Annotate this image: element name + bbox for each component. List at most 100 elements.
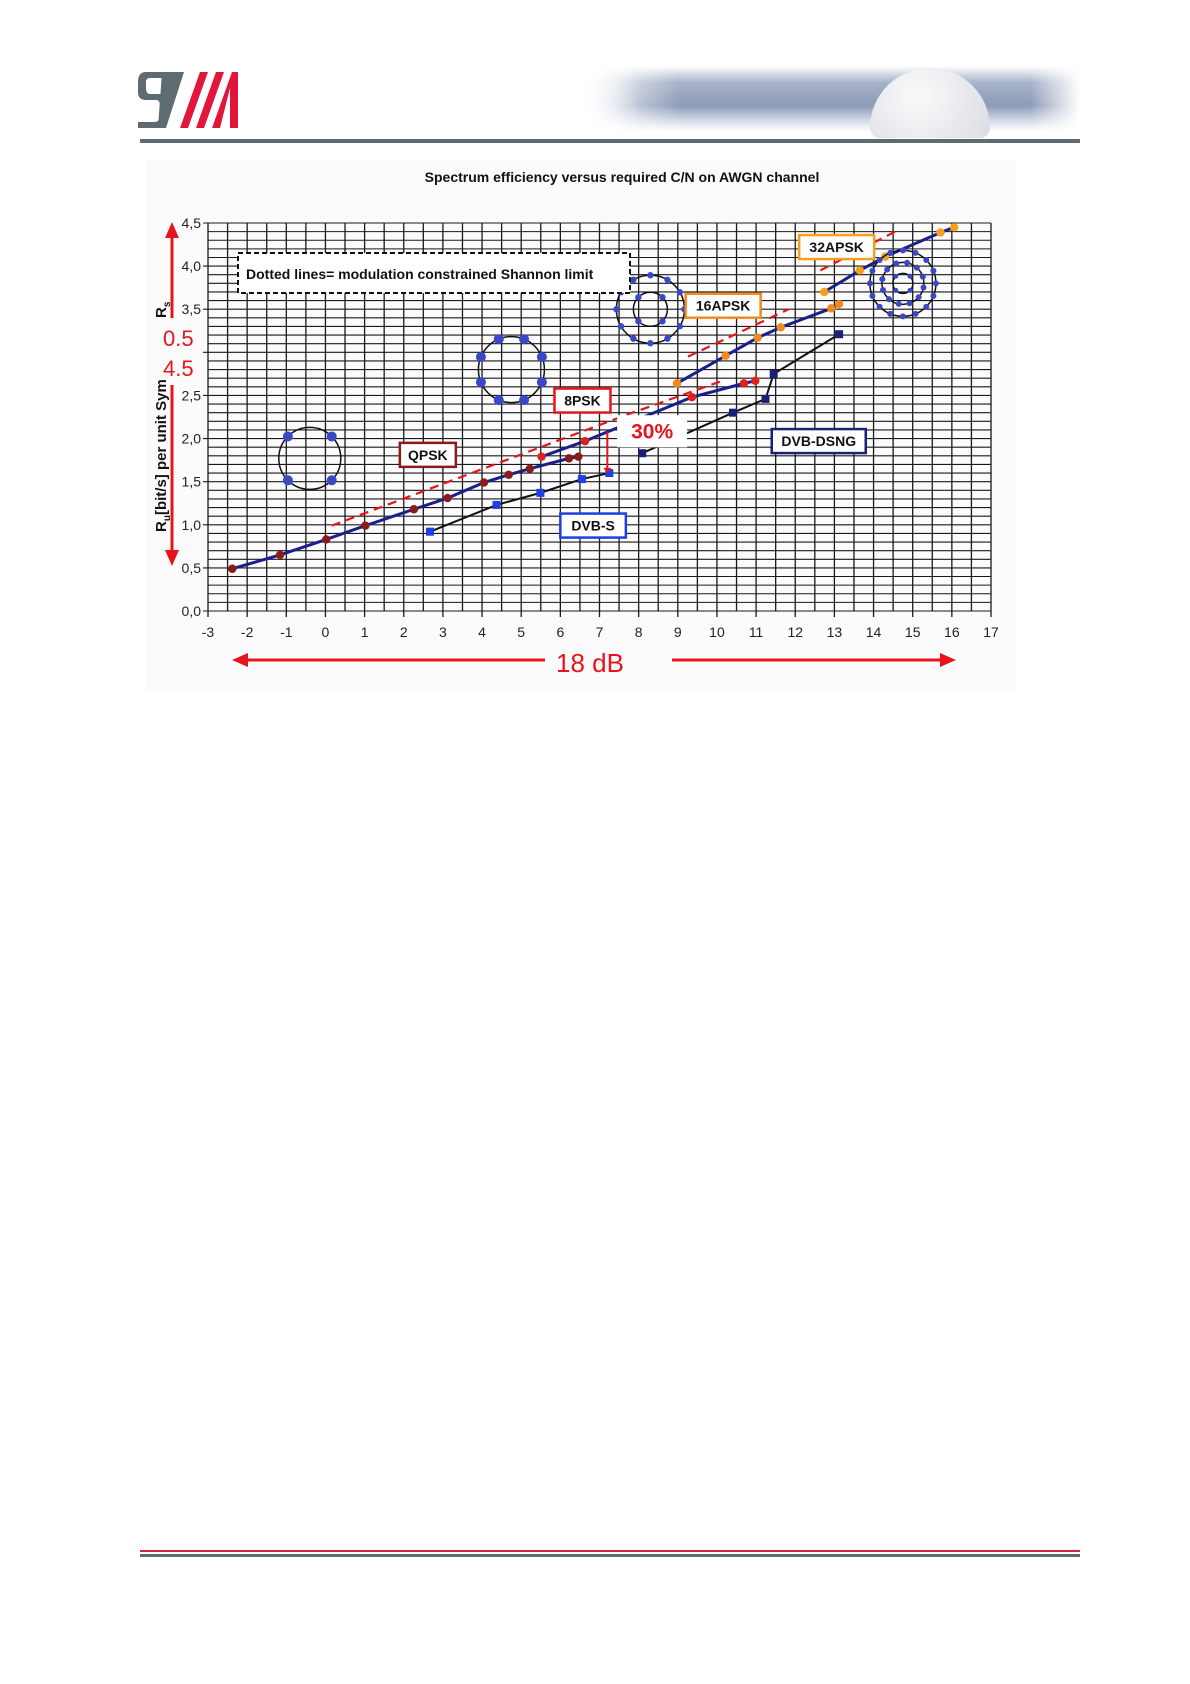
series-dvb-s [425,469,614,536]
y-tick-label: 2,0 [182,431,202,447]
data-point [537,452,546,461]
x-tick-label: 10 [709,624,725,640]
data-point [564,454,574,463]
qpsk-constellation-symbol [326,475,337,486]
data-point [729,408,738,417]
x-tick-label: -1 [280,624,293,640]
data-point [504,470,513,479]
series-group [228,223,959,573]
32apsk-constellation-middle-symbol [919,273,926,280]
series-label-box [797,233,876,261]
32apsk-constellation-outer-symbol [912,310,919,317]
overlay-red-number-1: 0.5 [163,326,194,351]
data-point [949,223,959,232]
x-tick-label: 17 [983,624,999,640]
x-tick-label: 15 [905,624,921,640]
32apsk-constellation-outer-symbol [930,267,937,274]
annotation-box [237,252,631,294]
arrow-down-icon [165,550,179,566]
x-tick-label: -2 [241,624,254,640]
data-point [739,379,749,388]
data-point [275,550,285,560]
percent-label: 30% [631,420,673,443]
32apsk-constellation-outer-symbol [869,292,876,299]
data-point [687,392,697,402]
data-point [753,333,762,342]
data-point [820,287,829,297]
x-tick-label: 4 [478,624,486,640]
x-tick-label: 14 [866,624,882,640]
data-point [228,564,237,573]
x-tick-label: 7 [596,624,604,640]
data-point [721,351,730,360]
32apsk-constellation-middle-symbol [895,300,902,307]
y-tick-label: 3,5 [182,301,202,317]
data-point [638,449,647,458]
series-8psk [537,376,760,461]
x-tick-label: 1 [361,624,369,640]
32apsk-constellation-inner-symbol [893,273,899,279]
shannon-limit-lines [331,230,896,527]
32apsk-constellation-outer-symbol [930,292,937,299]
32apsk-constellation-outer-symbol [932,280,939,287]
data-point [672,379,682,388]
y-tick-label: 0,0 [182,603,202,619]
16apsk-constellation-outer-symbol [617,323,625,330]
x-tick-labels: -3 -2 -1 0 1 2 3 4 5 6 7 8 9 10 11 12 13 14 15 16 17 [202,624,999,640]
qpsk-constellation-ring [278,426,342,491]
16apsk-constellation-inner-symbol [659,318,666,325]
16apsk-constellation-outer-symbol [613,306,620,313]
series-dvb-dsng [638,330,844,458]
16apsk-constellation-outer-symbol [664,276,671,283]
32apsk-constellation-middle-symbol [906,300,913,307]
series-label-8psk: 8PSK [564,393,601,409]
stm-logo [138,68,238,130]
svg-text:Rs: Rs [153,301,173,318]
y-label-top: R [153,307,170,318]
x-tick-label: 2 [400,624,408,640]
x-tick-label: 9 [674,624,682,640]
8psk-constellation-symbol [519,334,530,345]
thirty-percent-marker: 30% [603,415,688,474]
32apsk-constellation-inner-symbol [907,273,913,279]
32apsk-constellation-outer-symbol [866,280,873,287]
16apsk-constellation-outer-symbol [630,276,637,283]
series-labels: QPSK 8PSK 16APSK 32APSK DVB-S DVB-DSNG [398,233,876,539]
data-point [936,228,945,237]
32apsk-constellation-middle-symbol [893,260,900,267]
qpsk-constellation-symbol [282,431,293,442]
series-label-box [398,441,458,469]
y-label-rest: [bit/s] per unit Sym [153,379,170,515]
8psk-constellation-symbol [493,395,504,406]
32apsk-constellation-middle-symbol [879,276,886,283]
svg-text:Ru[bit/s] per unit Sym: Ru[bit/s] per unit Sym [153,379,173,532]
data-point [577,475,586,484]
data-point [574,452,583,461]
data-point [751,376,760,385]
series-label-box [553,387,612,414]
data-point [425,527,434,536]
16apsk-constellation-inner-ring [632,291,669,327]
32apsk-constellation-inner-symbol [907,287,913,293]
8psk-constellation-symbol [475,377,486,388]
32apsk-constellation-outer-symbol [923,257,930,264]
32apsk-constellation-outer-symbol [876,303,883,310]
32apsk-constellation-middle-symbol [904,259,911,266]
percent-label-background [617,415,688,448]
data-point [361,521,370,530]
qpsk-constellation-symbol [282,475,293,486]
arrow-right-icon [940,653,956,667]
chart-title: Spectrum efficiency versus required C/N … [425,169,820,185]
32apsk-constellation-middle-symbol [913,264,920,271]
data-point [605,469,614,478]
data-point [769,369,778,378]
x-tick-label: 16 [944,624,960,640]
y-tick-label: 1,5 [182,474,202,490]
y-tick-labels: 0,0 0,5 1,0 1,5 2,0 2,5 3,5 4,0 4,5 [182,215,202,619]
y-tick-label: 4,0 [182,258,202,274]
32apsk-constellation-inner-symbol [893,287,899,293]
32apsk-constellation-outer-symbol [869,267,876,274]
8psk-constellation-symbol [519,395,530,406]
shannon-limit-line [331,378,726,527]
